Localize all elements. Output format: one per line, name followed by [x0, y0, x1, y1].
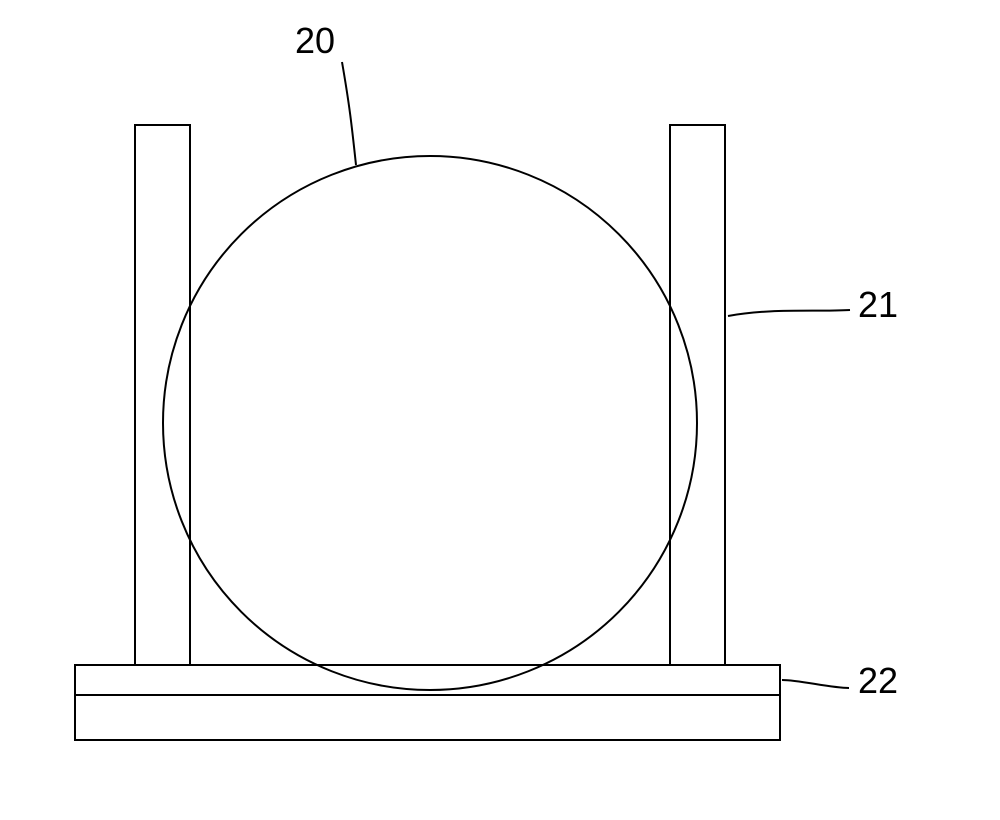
- figure-svg: [0, 0, 1000, 820]
- leader-22-path: [782, 680, 849, 688]
- label-22: 22: [858, 660, 898, 702]
- leader-21-path: [728, 310, 850, 316]
- label-20: 20: [295, 20, 335, 62]
- base-bottom-rect: [75, 695, 780, 740]
- leader-20-path: [342, 62, 356, 165]
- ball-circle: [163, 156, 697, 690]
- label-21: 21: [858, 284, 898, 326]
- right-bar-rect: [670, 125, 725, 665]
- left-bar-rect: [135, 125, 190, 665]
